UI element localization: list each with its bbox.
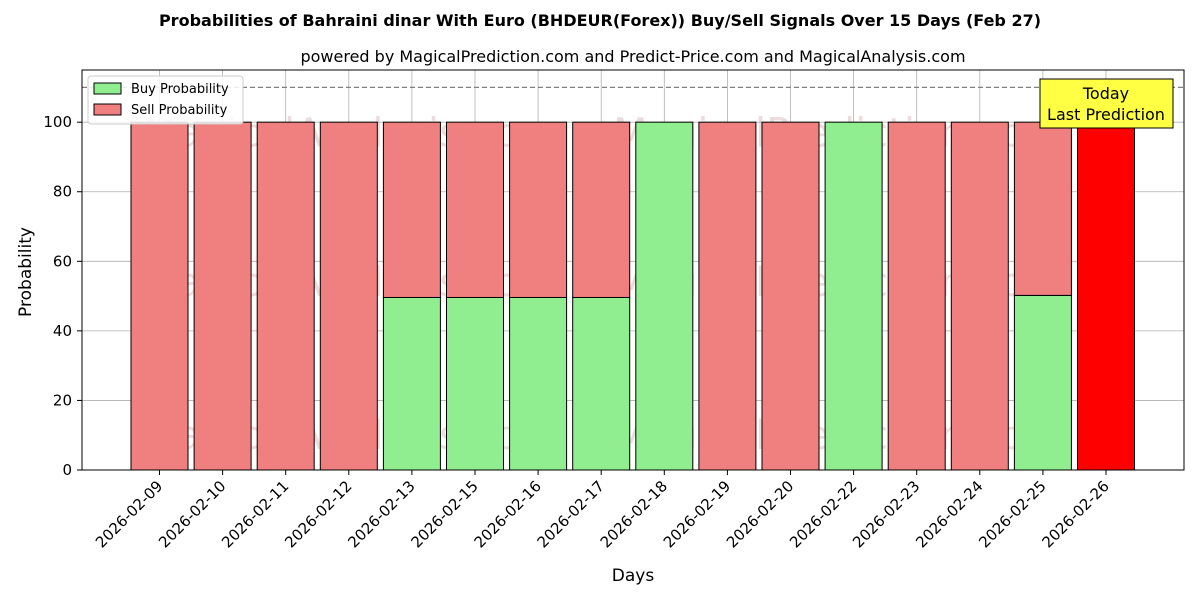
bar-buy-probability — [446, 296, 504, 471]
x-tick-label: 2026-02-23 — [849, 477, 923, 551]
x-tick-label: 2026-02-10 — [155, 477, 229, 551]
bar-sell-probability — [950, 121, 1009, 471]
bar-buy-probability — [572, 296, 631, 471]
annotation-box — [1039, 78, 1174, 129]
y-tick-label: 80 — [53, 183, 72, 201]
bar-sell-probability — [572, 121, 631, 298]
x-tick-label: 2026-02-13 — [344, 477, 418, 551]
axes-frame — [81, 69, 1185, 471]
axes-border — [81, 69, 1185, 471]
legend-swatch-buy — [93, 82, 122, 95]
annotation-line-2: Last Prediction — [1047, 105, 1165, 124]
legend-swatch-sell — [93, 103, 122, 116]
today-annotation: Today Last Prediction — [1039, 78, 1174, 129]
x-tick-label: 2026-02-16 — [471, 477, 545, 551]
x-tick-label: 2026-02-12 — [281, 477, 355, 551]
x-tick-label: 2026-02-15 — [407, 477, 481, 551]
y-axis-ticks: 0 20 40 60 80 100 — [43, 113, 82, 479]
x-axis-ticks: 2026-02-092026-02-102026-02-112026-02-12… — [92, 470, 1113, 551]
x-tick-label: 2026-02-09 — [92, 477, 166, 551]
chart-title: Probabilities of Bahraini dinar With Eur… — [159, 11, 1041, 30]
bar-sell-probability — [256, 121, 315, 471]
x-tick-label: 2026-02-20 — [723, 477, 797, 551]
x-tick-label: 2026-02-17 — [534, 477, 608, 551]
bar-layer — [130, 121, 1135, 471]
x-tick-label: 2026-02-22 — [786, 477, 860, 551]
bar-buy-probability — [382, 296, 441, 471]
bar-sell-probability — [319, 121, 378, 471]
bar-sell-probability — [446, 121, 504, 298]
annotation-line-1: Today — [1082, 84, 1129, 103]
chart-subtitle: powered by MagicalPrediction.com and Pre… — [300, 47, 965, 66]
y-tick-label: 60 — [53, 252, 72, 270]
bar-buy-probability — [509, 296, 568, 471]
legend-label-buy: Buy Probability — [131, 82, 229, 97]
y-tick-label: 20 — [53, 391, 72, 409]
x-tick-label: 2026-02-26 — [1038, 477, 1112, 551]
x-tick-label: 2026-02-19 — [660, 477, 734, 551]
x-tick-label: 2026-02-25 — [975, 477, 1049, 551]
x-tick-label: 2026-02-11 — [218, 477, 292, 551]
bar-buy-probability — [1013, 294, 1072, 471]
bar-sell-probability — [698, 121, 757, 471]
bar-sell-probability — [887, 121, 946, 471]
y-axis-label: Probability — [16, 227, 36, 317]
y-tick-label: 40 — [53, 322, 72, 340]
bar-sell-probability-today — [1077, 121, 1135, 471]
chart-legend: Buy Probability Sell Probability — [87, 75, 244, 125]
x-tick-label: 2026-02-18 — [597, 477, 671, 551]
bar-sell-probability — [1013, 121, 1072, 296]
legend-box — [87, 75, 244, 125]
legend-label-sell: Sell Probability — [131, 103, 228, 118]
bar-sell-probability — [130, 121, 189, 471]
y-tick-label: 100 — [43, 113, 72, 131]
bar-sell-probability — [509, 121, 568, 298]
x-axis-label: Days — [612, 566, 655, 586]
bar-sell-probability — [193, 121, 252, 471]
bar-buy-probability — [635, 121, 694, 471]
bar-sell-probability — [761, 121, 820, 471]
x-tick-label: 2026-02-24 — [912, 477, 986, 551]
bar-buy-probability — [824, 121, 883, 471]
y-tick-label: 0 — [62, 461, 72, 479]
bar-sell-probability — [382, 121, 441, 298]
